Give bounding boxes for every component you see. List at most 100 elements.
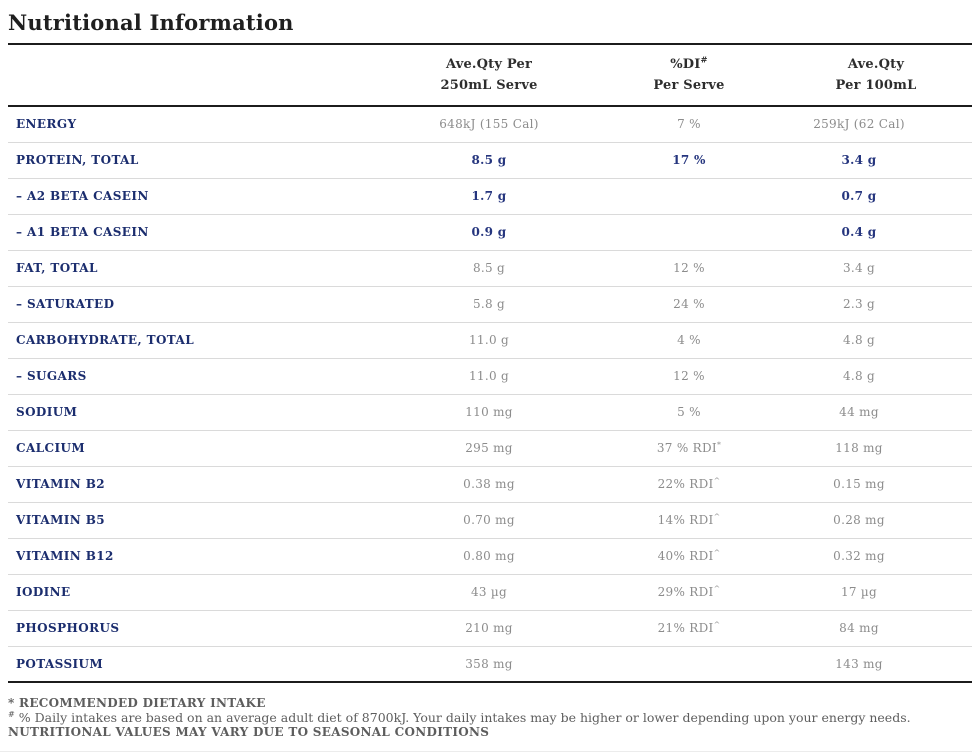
serve-value: 0.70 mg: [380, 502, 598, 539]
footnote-hash-sup: #: [8, 708, 15, 719]
serve-value: 295 mg: [380, 430, 598, 467]
header-di-col: %DI# Per Serve: [598, 43, 780, 107]
header-row: Ave.Qty Per 250mL Serve %DI# Per Serve A…: [8, 43, 972, 107]
table-row: FAT, TOTAL 8.5 g 12 % 3.4 g: [8, 250, 972, 287]
table-row: ENERGY 648kJ (155 Cal) 7 % 259kJ (62 Cal): [8, 106, 972, 143]
serve-value: 11.0 g: [380, 358, 598, 395]
per100-value: 84 mg: [780, 610, 972, 647]
di-value: 37 % RDI*: [598, 430, 780, 467]
di-value: 17 %: [598, 142, 780, 179]
row-label: VITAMIN B12: [8, 538, 380, 575]
di-superscript: ^: [713, 620, 721, 629]
di-value: 14% RDI^: [598, 502, 780, 539]
per100-value: 118 mg: [780, 430, 972, 467]
serve-value: 5.8 g: [380, 286, 598, 323]
header-serve-line1: Ave.Qty Per: [445, 57, 533, 72]
per100-value: 4.8 g: [780, 322, 972, 359]
table-row: POTASSIUM 358 mg 143 mg: [8, 646, 972, 683]
row-label: VITAMIN B2: [8, 466, 380, 503]
di-value: 22% RDI^: [598, 466, 780, 503]
header-di-line2: Per Serve: [653, 78, 725, 93]
di-value: 29% RDI^: [598, 574, 780, 611]
di-value: 5 %: [598, 394, 780, 431]
serve-value: 11.0 g: [380, 322, 598, 359]
serve-value: 1.7 g: [380, 178, 598, 215]
per100-value: 44 mg: [780, 394, 972, 431]
table-row: PHOSPHORUS 210 mg 21% RDI^ 84 mg: [8, 610, 972, 647]
serve-value: 43 µg: [380, 574, 598, 611]
di-value: [598, 214, 780, 251]
serve-value: 648kJ (155 Cal): [380, 106, 598, 143]
serve-value: 0.9 g: [380, 214, 598, 251]
footnote-daily-intake-text: % Daily intakes are based on an average …: [14, 709, 911, 725]
di-value: 7 %: [598, 106, 780, 143]
di-superscript: ^: [713, 476, 721, 485]
serve-value: 210 mg: [380, 610, 598, 647]
table-row: PROTEIN, TOTAL 8.5 g 17 % 3.4 g: [8, 142, 972, 179]
per100-value: 259kJ (62 Cal): [780, 106, 972, 143]
table-row: – SUGARS 11.0 g 12 % 4.8 g: [8, 358, 972, 395]
serve-value: 0.38 mg: [380, 466, 598, 503]
per100-value: 2.3 g: [780, 286, 972, 323]
per100-value: 143 mg: [780, 646, 972, 683]
row-label: VITAMIN B5: [8, 502, 380, 539]
row-label: CALCIUM: [8, 430, 380, 467]
table-body: ENERGY 648kJ (155 Cal) 7 % 259kJ (62 Cal) PR…: [8, 106, 972, 683]
di-superscript: ^: [713, 584, 721, 593]
di-value: [598, 646, 780, 683]
serve-value: 358 mg: [380, 646, 598, 683]
footnote-rdi: * RECOMMENDED DIETARY INTAKE: [8, 696, 266, 710]
header-per100-col: Ave.Qty Per 100mL: [780, 43, 972, 107]
row-label: FAT, TOTAL: [8, 250, 380, 287]
row-label: POTASSIUM: [8, 646, 380, 683]
di-value: 21% RDI^: [598, 610, 780, 647]
table-row: SODIUM 110 mg 5 % 44 mg: [8, 394, 972, 431]
row-label: – A1 BETA CASEIN: [8, 214, 380, 251]
row-label: CARBOHYDRATE, TOTAL: [8, 322, 380, 359]
per100-value: 0.7 g: [780, 178, 972, 215]
di-superscript: ^: [713, 512, 721, 521]
per100-value: 17 µg: [780, 574, 972, 611]
header-serve-line2: 250mL Serve: [440, 78, 538, 93]
serve-value: 8.5 g: [380, 250, 598, 287]
di-value: 4 %: [598, 322, 780, 359]
per100-value: 3.4 g: [780, 142, 972, 179]
header-serve-col: Ave.Qty Per 250mL Serve: [380, 43, 598, 107]
header-di-sup: #: [700, 54, 708, 65]
row-label: – SATURATED: [8, 286, 380, 323]
page-title: Nutritional Information: [8, 10, 294, 35]
header-di-line1: %DI: [670, 57, 701, 72]
di-value: 12 %: [598, 250, 780, 287]
footnote-seasonal: NUTRITIONAL VALUES MAY VARY DUE TO SEASO…: [8, 725, 490, 739]
per100-value: 4.8 g: [780, 358, 972, 395]
table-row: CALCIUM 295 mg 37 % RDI* 118 mg: [8, 430, 972, 467]
header-nutrient-col: [8, 43, 380, 107]
row-label: PROTEIN, TOTAL: [8, 142, 380, 179]
table-row: IODINE 43 µg 29% RDI^ 17 µg: [8, 574, 972, 611]
table-row: – A2 BETA CASEIN 1.7 g 0.7 g: [8, 178, 972, 215]
di-value: [598, 178, 780, 215]
nutrition-table: Ave.Qty Per 250mL Serve %DI# Per Serve A…: [8, 43, 972, 683]
di-value: 40% RDI^: [598, 538, 780, 575]
row-label: PHOSPHORUS: [8, 610, 380, 647]
row-label: ENERGY: [8, 106, 380, 143]
footnote-daily-intake: # % Daily intakes are based on an averag…: [8, 708, 972, 726]
di-value: 12 %: [598, 358, 780, 395]
row-label: – SUGARS: [8, 358, 380, 395]
table-header: Ave.Qty Per 250mL Serve %DI# Per Serve A…: [8, 43, 972, 107]
table-row: VITAMIN B5 0.70 mg 14% RDI^ 0.28 mg: [8, 502, 972, 539]
table-row: VITAMIN B12 0.80 mg 40% RDI^ 0.32 mg: [8, 538, 972, 575]
per100-value: 3.4 g: [780, 250, 972, 287]
header-per100-line1: Ave.Qty: [847, 57, 905, 72]
di-superscript: ^: [713, 548, 721, 557]
per100-value: 0.28 mg: [780, 502, 972, 539]
table-row: VITAMIN B2 0.38 mg 22% RDI^ 0.15 mg: [8, 466, 972, 503]
per100-value: 0.15 mg: [780, 466, 972, 503]
footnotes: * RECOMMENDED DIETARY INTAKE # % Daily i…: [8, 696, 972, 740]
di-value: 24 %: [598, 286, 780, 323]
row-label: – A2 BETA CASEIN: [8, 178, 380, 215]
serve-value: 110 mg: [380, 394, 598, 431]
per100-value: 0.4 g: [780, 214, 972, 251]
